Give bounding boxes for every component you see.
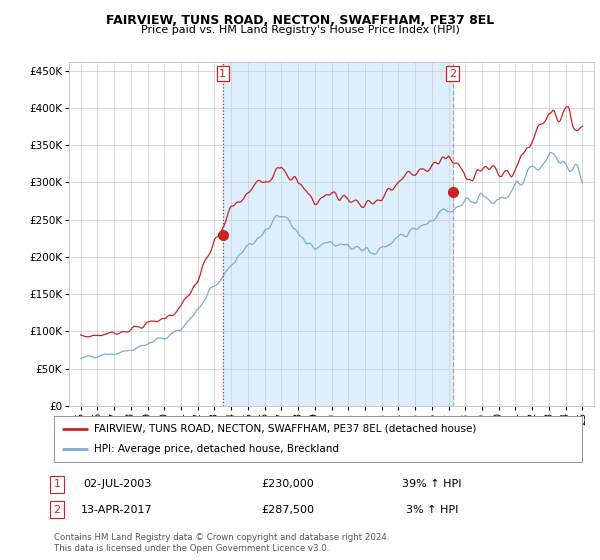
Text: £287,500: £287,500 xyxy=(262,505,314,515)
Text: £230,000: £230,000 xyxy=(262,479,314,489)
Text: 02-JUL-2003: 02-JUL-2003 xyxy=(83,479,151,489)
Text: 1: 1 xyxy=(53,479,61,489)
Text: 1: 1 xyxy=(220,69,226,78)
Text: HPI: Average price, detached house, Breckland: HPI: Average price, detached house, Brec… xyxy=(94,444,338,454)
Text: Price paid vs. HM Land Registry's House Price Index (HPI): Price paid vs. HM Land Registry's House … xyxy=(140,25,460,35)
Text: 2: 2 xyxy=(53,505,61,515)
Text: FAIRVIEW, TUNS ROAD, NECTON, SWAFFHAM, PE37 8EL: FAIRVIEW, TUNS ROAD, NECTON, SWAFFHAM, P… xyxy=(106,14,494,27)
Text: 3% ↑ HPI: 3% ↑ HPI xyxy=(406,505,458,515)
Text: 39% ↑ HPI: 39% ↑ HPI xyxy=(402,479,462,489)
Text: FAIRVIEW, TUNS ROAD, NECTON, SWAFFHAM, PE37 8EL (detached house): FAIRVIEW, TUNS ROAD, NECTON, SWAFFHAM, P… xyxy=(94,424,476,434)
Text: 2: 2 xyxy=(449,69,456,78)
Bar xyxy=(223,62,453,406)
Text: Contains HM Land Registry data © Crown copyright and database right 2024.
This d: Contains HM Land Registry data © Crown c… xyxy=(54,533,389,553)
Text: 13-APR-2017: 13-APR-2017 xyxy=(81,505,153,515)
